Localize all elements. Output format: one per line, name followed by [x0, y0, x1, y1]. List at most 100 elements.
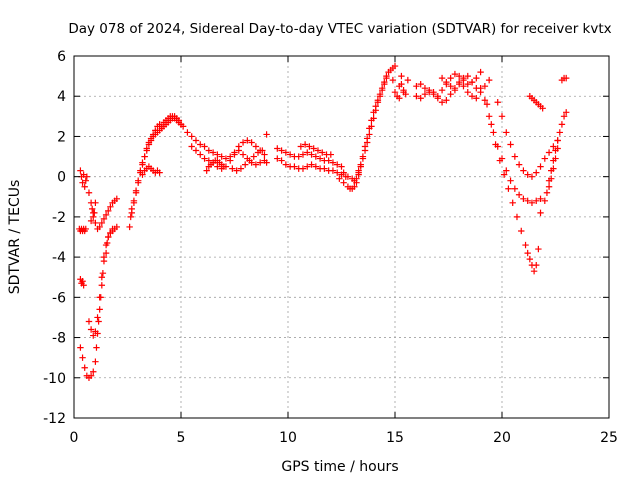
data-point — [417, 95, 424, 102]
data-point — [483, 101, 491, 108]
data-point — [301, 141, 309, 148]
data-point — [558, 121, 566, 128]
data-point — [500, 171, 508, 178]
data-point — [526, 255, 534, 263]
y-tick-label: -10 — [43, 371, 66, 387]
series-arc-plateau-c — [203, 131, 270, 174]
data-point — [92, 328, 99, 335]
data-point — [308, 161, 315, 168]
data-point — [541, 197, 548, 204]
data-point — [550, 143, 557, 150]
data-point — [244, 137, 251, 144]
data-point — [93, 344, 100, 351]
series-arc-high-a — [413, 68, 484, 100]
data-point — [102, 211, 110, 219]
data-point — [363, 135, 371, 142]
series-arc-early-mid — [85, 225, 116, 339]
data-point — [533, 169, 540, 176]
data-point — [113, 223, 120, 231]
y-tick-label: 4 — [57, 89, 66, 105]
data-point — [351, 183, 358, 190]
data-point — [184, 129, 191, 136]
data-point — [278, 157, 285, 164]
data-point — [92, 219, 99, 227]
series-arc-scatter-15 — [389, 72, 412, 102]
data-point — [396, 95, 403, 102]
data-point — [79, 278, 86, 285]
data-point — [524, 197, 531, 204]
data-point — [477, 84, 484, 92]
series-arc-early-shallow — [77, 167, 120, 233]
data-point — [102, 249, 110, 257]
data-point — [421, 84, 429, 92]
data-point — [259, 147, 266, 154]
data-point — [81, 364, 88, 371]
data-point — [520, 195, 527, 202]
data-point — [361, 143, 369, 150]
data-point — [321, 165, 328, 172]
data-point — [366, 131, 373, 138]
data-point — [95, 318, 102, 325]
data-point — [344, 173, 352, 180]
data-point — [338, 163, 345, 170]
data-point — [548, 175, 555, 182]
plot-frame — [73, 55, 610, 419]
data-point — [413, 93, 420, 100]
data-point — [477, 68, 484, 76]
data-point — [188, 143, 195, 150]
data-point — [340, 169, 347, 176]
data-point — [511, 153, 519, 160]
data-point — [188, 133, 195, 140]
data-point — [82, 225, 89, 233]
data-point — [359, 153, 367, 160]
data-point — [306, 143, 313, 150]
data-point — [96, 306, 103, 313]
data-point — [90, 213, 97, 221]
data-point — [539, 105, 546, 112]
y-tick-label: -6 — [52, 290, 66, 306]
data-point — [366, 125, 373, 132]
data-point — [92, 199, 99, 207]
data-point — [102, 241, 110, 249]
data-point — [494, 99, 501, 106]
data-point — [291, 163, 298, 170]
data-point — [237, 165, 245, 172]
data-point — [214, 163, 221, 170]
x-tick-label: 10 — [279, 430, 297, 446]
data-point — [278, 147, 285, 154]
data-point — [537, 209, 544, 217]
data-point — [554, 145, 561, 152]
data-point — [304, 163, 311, 170]
data-point — [90, 332, 97, 339]
data-point — [105, 207, 112, 215]
data-point — [488, 121, 495, 128]
data-point — [139, 161, 146, 168]
data-point — [254, 149, 262, 156]
data-point — [334, 169, 341, 176]
series-arc-fall-d — [537, 109, 570, 217]
data-point — [545, 149, 553, 156]
x-axis-ticks: 0 5 10 15 20 25 — [70, 56, 618, 446]
data-point — [556, 129, 563, 136]
data-point — [239, 151, 247, 158]
data-point — [530, 267, 538, 275]
data-point — [99, 270, 107, 277]
data-point — [563, 74, 570, 82]
data-point — [235, 147, 242, 154]
data-point — [81, 183, 88, 190]
data-point — [430, 91, 437, 98]
data-point — [312, 163, 320, 170]
data-point — [447, 82, 454, 90]
chart-title: Day 078 of 2024, Sidereal Day-to-day VTE… — [68, 21, 611, 37]
data-point — [490, 129, 497, 136]
series-arc-middle-b — [274, 155, 349, 180]
series-arc-early-deep — [77, 223, 120, 381]
data-point — [145, 141, 153, 148]
data-point — [528, 173, 536, 180]
data-point — [319, 149, 326, 156]
data-point — [100, 215, 108, 223]
data-point — [316, 155, 324, 162]
data-point — [451, 70, 459, 78]
data-point — [98, 219, 106, 227]
data-point — [505, 185, 512, 192]
